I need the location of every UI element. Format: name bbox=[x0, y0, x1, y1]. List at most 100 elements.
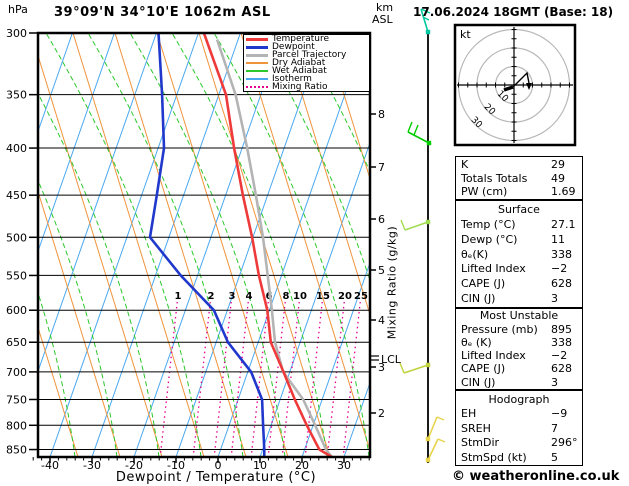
sounding-curves bbox=[148, 33, 333, 457]
legend: Temperature Dewpoint Parcel Trajectory Dry … bbox=[243, 34, 370, 92]
legend-label: Isotherm bbox=[272, 74, 312, 84]
stat-row: Pressure (mb) 895 bbox=[456, 323, 582, 336]
svg-text:0: 0 bbox=[215, 459, 222, 472]
legend-label: Temperature bbox=[272, 34, 330, 44]
svg-text:4: 4 bbox=[378, 314, 385, 327]
altitude-axis-unit-asl: ASL bbox=[372, 13, 393, 26]
legend-label: Dewpoint bbox=[272, 42, 315, 52]
stat-value: 5 bbox=[551, 450, 558, 464]
stat-value: −9 bbox=[551, 407, 568, 420]
legend-swatch-icon bbox=[246, 86, 268, 88]
svg-text:3: 3 bbox=[229, 291, 236, 302]
copyright-footer: © weatheronline.co.uk bbox=[452, 469, 620, 484]
stat-row: Temp (°C) 27.1 bbox=[456, 218, 582, 231]
svg-text:750: 750 bbox=[6, 393, 27, 406]
stat-label: CAPE (J) bbox=[461, 362, 506, 376]
svg-text:2: 2 bbox=[378, 407, 385, 420]
stat-label: PW (cm) bbox=[461, 185, 508, 199]
legend-label: Mixing Ratio bbox=[272, 82, 328, 92]
svg-text:550: 550 bbox=[6, 269, 27, 282]
stat-label: θₑ (K) bbox=[461, 335, 492, 349]
wind-barb-icon bbox=[425, 438, 446, 463]
pressure-axis-unit: hPa bbox=[8, 3, 28, 16]
stat-row: θₑ(K) 338 bbox=[456, 248, 582, 261]
stat-label: CIN (J) bbox=[461, 292, 496, 306]
stats-table: K 29 Totals Totals 49 PW (cm) 1.69 bbox=[455, 156, 583, 200]
svg-text:800: 800 bbox=[6, 419, 27, 432]
stat-value: −2 bbox=[551, 262, 568, 276]
svg-text:15: 15 bbox=[316, 291, 330, 302]
stats-table: Hodograph EH −9 SREH 7 StmDir 296° StmSpd (kt) 5 bbox=[455, 390, 583, 466]
stat-value: 3 bbox=[551, 292, 558, 306]
stat-row: Lifted Index −2 bbox=[456, 349, 582, 362]
legend-item: Temperature bbox=[244, 34, 369, 44]
stat-label: Totals Totals bbox=[461, 171, 528, 185]
curve-parcel-trajectory bbox=[215, 39, 333, 457]
legend-swatch-icon bbox=[246, 70, 268, 72]
stat-row: CAPE (J) 628 bbox=[456, 362, 582, 375]
legend-swatch-icon bbox=[246, 53, 268, 57]
svg-text:500: 500 bbox=[6, 231, 27, 244]
wind-barb-icon bbox=[400, 219, 431, 231]
legend-item: Dewpoint bbox=[244, 42, 369, 52]
stat-value: 628 bbox=[551, 277, 572, 291]
stat-row: CIN (J) 3 bbox=[456, 292, 582, 305]
legend-swatch-icon bbox=[246, 78, 268, 80]
hodograph-trace bbox=[512, 71, 530, 88]
stat-value: 11 bbox=[551, 232, 565, 246]
svg-text:-10: -10 bbox=[167, 459, 185, 472]
stat-value: 296° bbox=[551, 436, 578, 449]
svg-text:400: 400 bbox=[6, 142, 27, 155]
stat-value: 1.69 bbox=[551, 185, 576, 199]
stat-label: CAPE (J) bbox=[461, 277, 506, 291]
svg-text:8: 8 bbox=[378, 108, 385, 121]
stat-label: K bbox=[461, 157, 469, 171]
wind-barb-icon bbox=[399, 362, 431, 374]
stat-label: StmDir bbox=[461, 436, 500, 449]
stat-row: CIN (J) 3 bbox=[456, 376, 582, 389]
stat-row: Dewp (°C) 11 bbox=[456, 233, 582, 246]
temperature-axis: -40 -30 -20 -10 0 10 20 30 bbox=[32, 457, 370, 472]
stat-value: 895 bbox=[551, 322, 572, 336]
stat-row: StmSpd (kt) 5 bbox=[456, 451, 582, 464]
stats-table-title: Surface bbox=[498, 202, 540, 216]
stats-table: Surface Temp (°C) 27.1 Dewp (°C) 11 θₑ(K) 338 L… bbox=[455, 200, 583, 308]
svg-text:-20: -20 bbox=[125, 459, 143, 472]
stat-label: CIN (J) bbox=[461, 375, 496, 389]
stat-value: 7 bbox=[551, 421, 558, 435]
svg-text:8: 8 bbox=[283, 291, 290, 302]
svg-text:-40: -40 bbox=[41, 459, 59, 472]
stats-table: Most Unstable Pressure (mb) 895 θₑ (K) 338 Li… bbox=[455, 308, 583, 390]
km-asl-axis: 8 7 6 5 4 3 2 LCL bbox=[370, 108, 402, 420]
wind-barb-icon bbox=[420, 8, 431, 35]
svg-text:850: 850 bbox=[6, 444, 27, 457]
lcl-label: LCL bbox=[381, 353, 402, 366]
stat-label: SREH bbox=[461, 421, 491, 435]
stat-value: 49 bbox=[551, 171, 565, 185]
stat-value: 3 bbox=[551, 375, 558, 389]
stat-row: Lifted Index −2 bbox=[456, 262, 582, 275]
svg-text:5: 5 bbox=[378, 264, 385, 277]
stat-value: 27.1 bbox=[551, 217, 576, 231]
stat-row: SREH 7 bbox=[456, 422, 582, 435]
wind-barb-column bbox=[399, 8, 446, 463]
stat-value: 628 bbox=[551, 362, 572, 376]
stat-label: θₑ(K) bbox=[461, 247, 489, 261]
curve-temperature bbox=[202, 33, 333, 457]
legend-swatch-icon bbox=[246, 37, 268, 41]
stat-label: Pressure (mb) bbox=[461, 322, 538, 336]
stat-row: θₑ (K) 338 bbox=[456, 336, 582, 349]
stat-row: K 29 bbox=[456, 158, 582, 171]
svg-text:20: 20 bbox=[338, 291, 352, 302]
pressure-gridlines bbox=[38, 94, 370, 451]
stat-row: CAPE (J) 628 bbox=[456, 277, 582, 290]
stat-label: Lifted Index bbox=[461, 349, 526, 363]
legend-swatch-icon bbox=[246, 62, 268, 64]
plot-border bbox=[36, 31, 372, 459]
svg-text:6: 6 bbox=[378, 213, 385, 226]
run-datetime: 17.06.2024 18GMT (Base: 18) bbox=[413, 5, 614, 19]
mixing-ratio-axis-title: Mixing Ratio (g/kg) bbox=[385, 225, 399, 340]
